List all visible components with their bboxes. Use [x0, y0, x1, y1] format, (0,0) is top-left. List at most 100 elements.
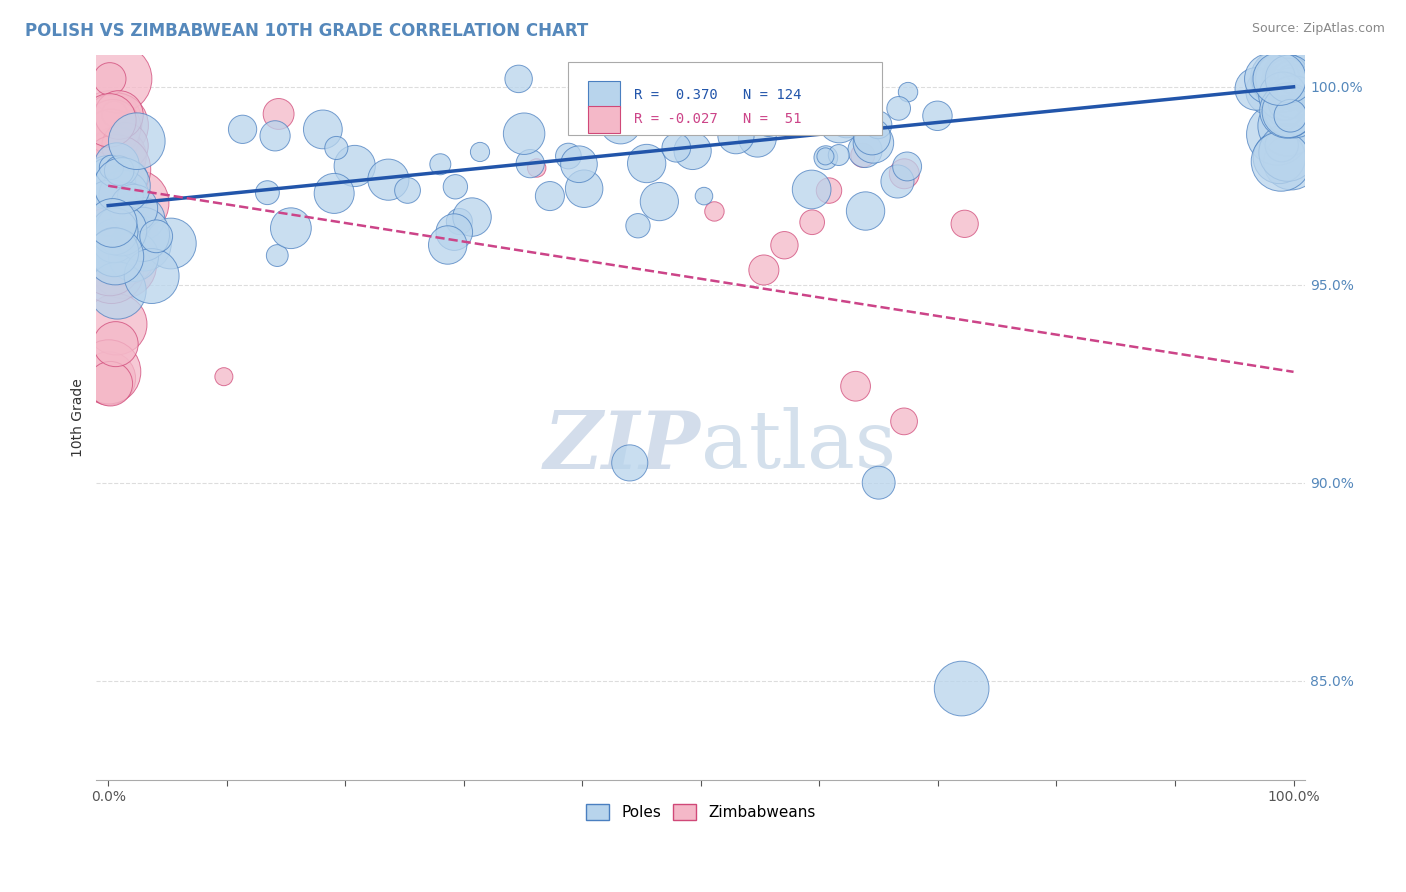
Point	[950, 681, 973, 696]
Point	[814, 151, 837, 165]
Point	[264, 128, 287, 143]
Point	[98, 115, 121, 129]
Point	[125, 134, 148, 148]
Point	[862, 136, 884, 150]
Point	[627, 219, 650, 233]
Text: R =  0.370   N = 124: R = 0.370 N = 124	[634, 87, 801, 102]
Point	[98, 113, 121, 128]
Point	[1279, 109, 1302, 123]
Point	[693, 189, 716, 203]
Point	[98, 376, 121, 391]
Point	[860, 129, 883, 144]
Point	[110, 223, 132, 237]
Point	[101, 216, 124, 230]
Point	[101, 154, 124, 169]
Point	[468, 145, 491, 159]
Point	[927, 109, 949, 123]
Point	[103, 234, 125, 248]
Point	[111, 258, 134, 272]
Point	[104, 249, 127, 263]
Text: ZIP: ZIP	[544, 408, 700, 485]
Point	[98, 216, 121, 230]
Text: atlas: atlas	[700, 408, 896, 485]
Point	[1274, 99, 1296, 113]
Point	[100, 244, 122, 259]
Point	[120, 188, 142, 202]
Point	[103, 224, 125, 238]
Point	[513, 127, 536, 141]
Point	[266, 249, 288, 263]
Point	[160, 236, 183, 251]
Point	[1281, 82, 1303, 96]
Point	[104, 204, 127, 219]
Point	[111, 178, 134, 193]
Point	[461, 210, 484, 224]
Point	[101, 235, 124, 250]
Point	[747, 131, 769, 145]
Point	[280, 221, 302, 235]
Text: R = -0.027   N =  51: R = -0.027 N = 51	[634, 112, 801, 127]
Point	[104, 337, 127, 351]
Point	[887, 102, 910, 116]
Point	[953, 217, 976, 231]
Point	[1271, 76, 1294, 90]
Point	[100, 201, 122, 215]
Point	[665, 141, 688, 155]
Point	[101, 120, 124, 135]
Point	[852, 148, 875, 162]
Point	[1282, 73, 1305, 87]
Point	[1271, 138, 1294, 153]
Point	[98, 177, 121, 191]
Point	[98, 172, 121, 186]
Point	[103, 185, 125, 199]
Point	[343, 159, 366, 173]
Point	[114, 138, 136, 153]
Point	[105, 162, 128, 177]
Point	[773, 238, 796, 252]
Point	[122, 250, 145, 264]
Point	[97, 211, 120, 225]
Point	[267, 107, 290, 121]
Point	[100, 185, 122, 199]
Point	[682, 144, 704, 158]
Point	[98, 258, 121, 272]
Point	[125, 196, 148, 211]
Point	[1277, 119, 1299, 133]
Point	[1271, 71, 1294, 86]
Point	[100, 130, 122, 145]
Point	[98, 230, 121, 244]
Point	[853, 144, 876, 158]
Point	[1277, 104, 1299, 119]
Point	[828, 115, 851, 129]
Point	[1258, 84, 1281, 98]
Point	[103, 107, 125, 121]
Point	[107, 284, 129, 298]
Point	[1274, 96, 1296, 111]
Point	[609, 117, 631, 131]
Point	[648, 194, 671, 209]
Point	[519, 156, 541, 170]
Point	[100, 243, 122, 257]
Point	[212, 369, 235, 384]
Point	[801, 215, 824, 229]
Point	[1270, 154, 1292, 169]
Point	[568, 157, 591, 171]
Point	[103, 182, 125, 196]
Point	[820, 110, 842, 124]
Point	[122, 222, 145, 236]
Point	[828, 148, 851, 162]
Point	[104, 250, 127, 264]
Point	[98, 71, 121, 86]
Point	[108, 108, 131, 122]
Point	[721, 77, 744, 91]
Point	[1268, 151, 1291, 165]
Point	[323, 186, 346, 201]
Point	[756, 116, 779, 130]
Point	[97, 150, 120, 164]
Bar	[589, 81, 620, 109]
Point	[105, 224, 128, 238]
Point	[1282, 100, 1305, 114]
Point	[325, 141, 347, 155]
Point	[1279, 155, 1302, 169]
Point	[896, 160, 918, 174]
